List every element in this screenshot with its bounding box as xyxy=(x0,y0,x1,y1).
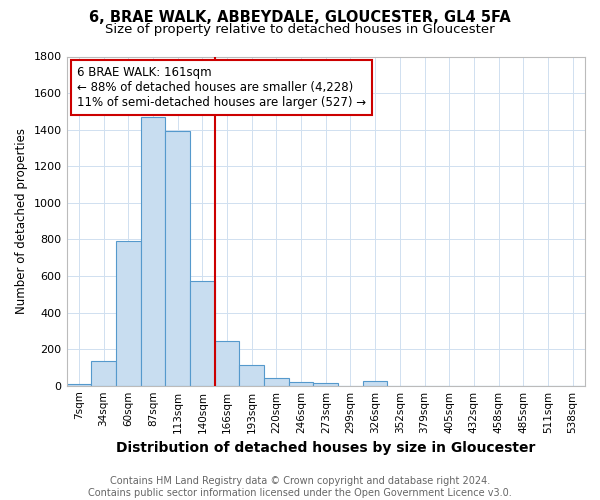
Bar xyxy=(313,384,338,386)
Bar xyxy=(239,364,264,386)
Bar xyxy=(215,341,239,386)
Text: Size of property relative to detached houses in Gloucester: Size of property relative to detached ho… xyxy=(105,22,495,36)
Bar xyxy=(116,241,140,386)
Text: 6, BRAE WALK, ABBEYDALE, GLOUCESTER, GL4 5FA: 6, BRAE WALK, ABBEYDALE, GLOUCESTER, GL4… xyxy=(89,10,511,25)
Text: Contains HM Land Registry data © Crown copyright and database right 2024.
Contai: Contains HM Land Registry data © Crown c… xyxy=(88,476,512,498)
X-axis label: Distribution of detached houses by size in Gloucester: Distribution of detached houses by size … xyxy=(116,441,535,455)
Bar xyxy=(165,132,190,386)
Bar xyxy=(363,381,388,386)
Bar xyxy=(289,382,313,386)
Text: 6 BRAE WALK: 161sqm
← 88% of detached houses are smaller (4,228)
11% of semi-det: 6 BRAE WALK: 161sqm ← 88% of detached ho… xyxy=(77,66,366,110)
Bar xyxy=(264,378,289,386)
Bar xyxy=(91,360,116,386)
Y-axis label: Number of detached properties: Number of detached properties xyxy=(15,128,28,314)
Bar xyxy=(140,117,165,386)
Bar xyxy=(67,384,91,386)
Bar xyxy=(190,280,215,386)
